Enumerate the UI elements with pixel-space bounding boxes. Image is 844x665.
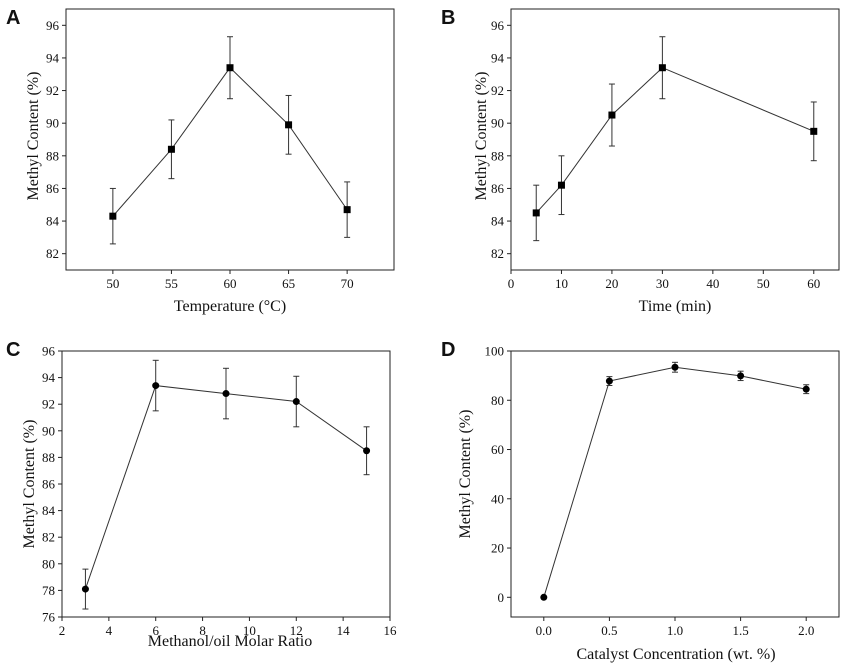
panel-a-data-point xyxy=(285,121,293,129)
panel-c-x-tick-label: 10 xyxy=(243,623,256,638)
panel-b-letter: B xyxy=(441,7,455,29)
panel-b-data-point xyxy=(810,127,818,135)
panel-c-y-tick-label: 76 xyxy=(42,610,56,625)
panel-a-y-tick-label: 84 xyxy=(46,214,60,229)
panel-d-plot-frame xyxy=(510,350,840,618)
panel-c-y-label: Methyl Content (%) xyxy=(21,420,38,549)
panel-a-y-tick-label: 96 xyxy=(46,18,60,33)
panel-a-y-tick-label: 94 xyxy=(46,50,60,65)
panel-c-data-point xyxy=(292,398,300,406)
panel-d-x-label: Catalyst Concentration (wt. %) xyxy=(576,646,775,663)
panel-d-y-tick-label: 0 xyxy=(498,590,505,605)
panel-a-data-point xyxy=(226,64,234,72)
panel-c-x-tick-label: 4 xyxy=(106,623,113,638)
panel-b-x-tick-label: 30 xyxy=(656,276,669,291)
panel-c-x-tick-label: 12 xyxy=(290,623,303,638)
panel-d-data-point xyxy=(737,372,745,380)
panel-d-y-tick-label: 100 xyxy=(485,344,505,359)
panel-d-y-tick-label: 20 xyxy=(491,541,504,556)
panel-b: B Time (min) Methyl Content (%) 0 10 20 30 4… xyxy=(441,7,840,315)
panel-c-x-tick-label: 16 xyxy=(384,623,398,638)
panel-a-x-tick-label: 55 xyxy=(165,276,178,291)
panel-a-y-tick-label: 86 xyxy=(46,181,60,196)
panel-b-y-tick-label: 82 xyxy=(491,246,504,261)
panel-b-x-tick-label: 10 xyxy=(555,276,568,291)
panel-c-x-tick-label: 6 xyxy=(152,623,159,638)
panel-b-data-point xyxy=(608,111,616,119)
panel-c-data-point xyxy=(81,585,89,593)
panel-a-x-tick-label: 50 xyxy=(106,276,119,291)
panel-a-y-tick-label: 90 xyxy=(46,116,59,131)
panel-a-y-label: Methyl Content (%) xyxy=(25,72,42,201)
panel-d-data-point xyxy=(802,385,810,393)
panel-d-y-tick-label: 80 xyxy=(491,393,504,408)
panel-a-data-point xyxy=(343,206,351,214)
panel-c-y-tick-label: 84 xyxy=(42,503,56,518)
panel-b-x-tick-label: 60 xyxy=(807,276,820,291)
panel-b-y-tick-label: 88 xyxy=(491,148,504,163)
panel-c-x-tick-label: 14 xyxy=(337,623,351,638)
panel-d-x-tick-label: 2.0 xyxy=(798,623,814,638)
panel-d-x-tick-label: 1.0 xyxy=(667,623,683,638)
panel-b-y-tick-label: 94 xyxy=(491,50,505,65)
panel-d-y-tick-label: 60 xyxy=(491,442,504,457)
panel-c-data-point xyxy=(222,390,230,398)
panel-c-data-point xyxy=(363,447,371,455)
panel-b-x-tick-label: 0 xyxy=(508,276,515,291)
panel-a-x-tick-label: 60 xyxy=(224,276,237,291)
panel-a-data-point xyxy=(167,145,175,153)
panel-d-x-tick-label: 0.0 xyxy=(536,623,552,638)
panel-c-data-point xyxy=(152,382,160,390)
panel-c-y-tick-label: 90 xyxy=(42,423,55,438)
panel-b-x-tick-label: 50 xyxy=(757,276,770,291)
panel-b-series-line xyxy=(535,67,814,214)
panel-c-y-tick-label: 96 xyxy=(42,344,56,359)
panel-c-y-tick-label: 78 xyxy=(42,583,55,598)
panel-c-letter: C xyxy=(6,339,20,361)
panel-b-x-tick-label: 40 xyxy=(706,276,719,291)
panel-c: C Methanol/oil Molar Ratio Methyl Conten… xyxy=(6,339,397,650)
panel-b-data-point xyxy=(658,64,666,72)
panel-c-y-tick-label: 94 xyxy=(42,370,56,385)
panel-c-y-tick-label: 92 xyxy=(42,397,55,412)
panel-a-x-tick-label: 70 xyxy=(341,276,354,291)
panel-b-y-label: Methyl Content (%) xyxy=(473,72,490,201)
panel-a-data-point xyxy=(109,212,117,220)
panel-a-x-tick-label: 65 xyxy=(282,276,295,291)
panel-d-x-tick-label: 1.5 xyxy=(732,623,748,638)
panel-a: A Temperature (°C) Methyl Content (%) 50… xyxy=(6,7,395,315)
panel-c-x-label: Methanol/oil Molar Ratio xyxy=(148,633,312,650)
panel-d-data-point xyxy=(540,593,548,601)
panel-b-y-tick-label: 84 xyxy=(491,214,505,229)
panel-d-x-tick-label: 0.5 xyxy=(601,623,617,638)
panel-c-y-tick-label: 86 xyxy=(42,477,56,492)
panel-b-y-tick-label: 90 xyxy=(491,116,504,131)
panel-d-data-point xyxy=(671,363,679,371)
panel-a-x-label: Temperature (°C) xyxy=(174,298,286,315)
panel-d-letter: D xyxy=(441,339,455,361)
panel-c-y-tick-label: 88 xyxy=(42,450,55,465)
panel-b-data-point xyxy=(557,181,565,189)
panel-d-data-point xyxy=(605,377,613,385)
panel-c-y-tick-label: 82 xyxy=(42,530,55,545)
panel-c-x-tick-label: 8 xyxy=(199,623,206,638)
panel-b-y-tick-label: 86 xyxy=(491,181,505,196)
panel-b-y-tick-label: 92 xyxy=(491,83,504,98)
panel-a-letter: A xyxy=(6,7,20,29)
panel-b-y-tick-label: 96 xyxy=(491,18,505,33)
panel-c-y-tick-label: 80 xyxy=(42,556,55,571)
panel-b-x-label: Time (min) xyxy=(639,298,712,315)
panel-d: D Catalyst Concentration (wt. %) Methyl … xyxy=(441,339,840,663)
panel-d-series-line xyxy=(543,366,807,598)
panel-b-x-tick-label: 20 xyxy=(605,276,618,291)
panel-a-y-tick-label: 82 xyxy=(46,246,59,261)
panel-d-y-tick-label: 40 xyxy=(491,491,504,506)
panel-a-y-tick-label: 92 xyxy=(46,83,59,98)
panel-a-y-tick-label: 88 xyxy=(46,148,59,163)
panel-b-plot-frame xyxy=(510,8,840,271)
panel-b-data-point xyxy=(532,209,540,217)
panel-d-y-label: Methyl Content (%) xyxy=(457,410,474,539)
panel-c-x-tick-label: 2 xyxy=(59,623,66,638)
